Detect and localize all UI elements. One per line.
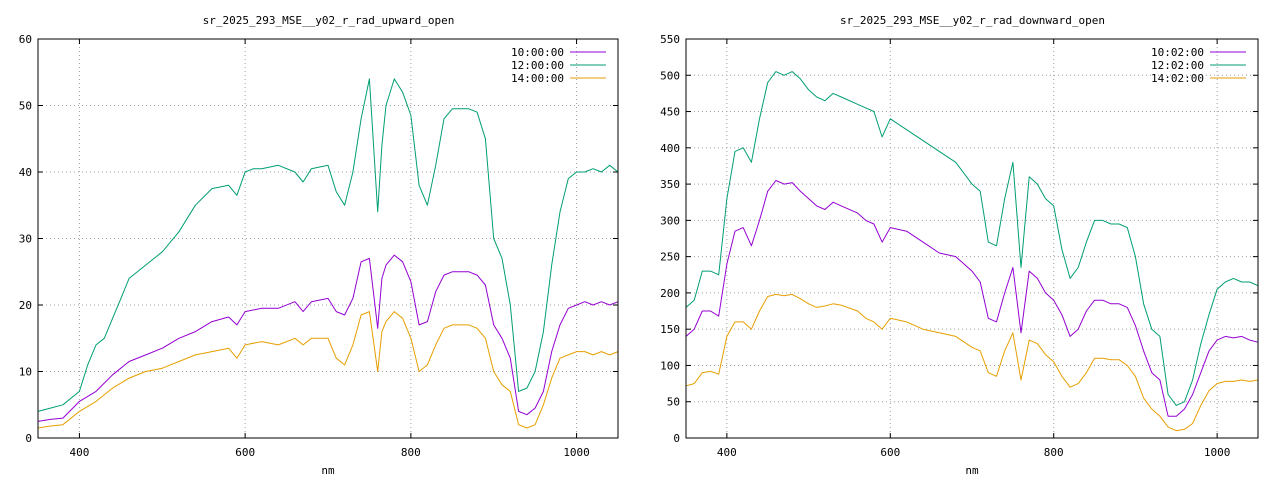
x-tick-label: 600 xyxy=(880,446,900,459)
chart-upward: sr_2025_293_MSE__y02_r_rad_upward_open 40… xyxy=(19,14,619,477)
y-tick-label: 50 xyxy=(667,396,680,409)
x-tick-label: 1000 xyxy=(1204,446,1231,459)
y-tick-label: 500 xyxy=(660,69,680,82)
y-tick-label: 30 xyxy=(19,233,32,246)
x-tick-label: 400 xyxy=(717,446,737,459)
series-line-1 xyxy=(685,180,1259,417)
legend-label: 12:00:00 xyxy=(511,59,564,72)
series-line-2 xyxy=(685,71,1259,406)
y-tick-label: 60 xyxy=(19,33,32,46)
series-line-3 xyxy=(685,293,1259,432)
chart-title: sr_2025_293_MSE__y02_r_rad_upward_open xyxy=(203,14,455,27)
legend-label: 14:00:00 xyxy=(511,72,564,85)
y-tick-label: 0 xyxy=(25,432,32,445)
y-tick-label: 50 xyxy=(19,100,32,113)
y-tick-label: 20 xyxy=(19,299,32,312)
legend-label: 10:00:00 xyxy=(511,46,564,59)
legend-label: 12:02:00 xyxy=(1151,59,1204,72)
y-tick-label: 40 xyxy=(19,166,32,179)
y-tick-label: 150 xyxy=(660,323,680,336)
legend-label: 10:02:00 xyxy=(1151,46,1204,59)
y-tick-label: 0 xyxy=(673,432,680,445)
y-tick-label: 10 xyxy=(19,366,32,379)
x-axis-label: nm xyxy=(321,464,335,477)
x-tick-label: 800 xyxy=(401,446,421,459)
series-line-3 xyxy=(37,311,619,429)
chart-downward: sr_2025_293_MSE__y02_r_rad_downward_open… xyxy=(660,14,1259,477)
y-tick-label: 250 xyxy=(660,251,680,264)
legend-label: 14:02:00 xyxy=(1151,72,1204,85)
y-tick-label: 300 xyxy=(660,214,680,227)
y-tick-label: 550 xyxy=(660,33,680,46)
chart-title: sr_2025_293_MSE__y02_r_rad_downward_open xyxy=(840,14,1105,27)
y-tick-label: 400 xyxy=(660,142,680,155)
plot-frame xyxy=(37,38,619,439)
x-tick-label: 400 xyxy=(69,446,89,459)
series-line-1 xyxy=(37,254,619,422)
x-tick-label: 1000 xyxy=(563,446,590,459)
y-tick-label: 350 xyxy=(660,178,680,191)
y-tick-label: 100 xyxy=(660,359,680,372)
y-tick-label: 450 xyxy=(660,106,680,119)
x-tick-label: 600 xyxy=(235,446,255,459)
plot-frame xyxy=(685,38,1259,439)
y-tick-label: 200 xyxy=(660,287,680,300)
series-line-2 xyxy=(37,78,619,412)
x-tick-label: 800 xyxy=(1044,446,1064,459)
x-axis-label: nm xyxy=(965,464,979,477)
